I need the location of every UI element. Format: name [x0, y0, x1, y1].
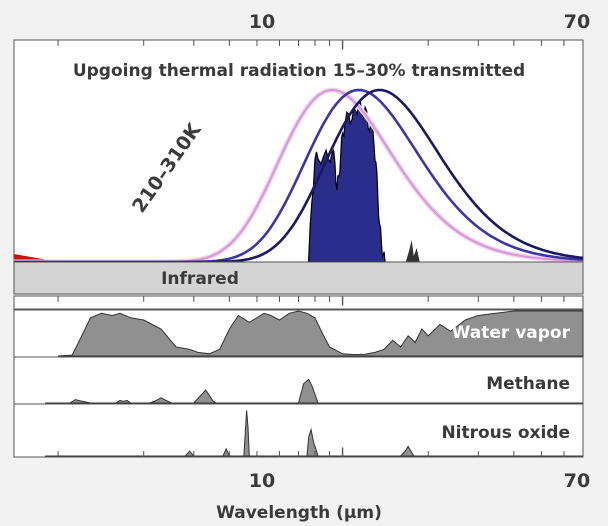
water-vapor-absorption-area: [58, 310, 584, 357]
bottom-tick-label-10: 10: [249, 470, 275, 492]
thermal-panel: Upgoing thermal radiation 15–30% transmi…: [13, 39, 584, 265]
x-axis-label: Wavelength (µm): [216, 503, 382, 523]
methane-panel-bg: [13, 356, 584, 405]
infrared-band-bg: [13, 261, 584, 295]
infrared-band: Infrared: [13, 261, 584, 295]
thermal-panel-bg: [13, 39, 584, 263]
thermal-title: Upgoing thermal radiation 15–30% transmi…: [73, 61, 525, 81]
bottom-tick-label-70: 70: [564, 470, 590, 492]
nitrous-oxide-label: Nitrous oxide: [441, 423, 570, 443]
transmitted-spike: [405, 240, 420, 262]
middle-axis-ticks: [57, 296, 565, 306]
top-tick-label-70: 70: [564, 11, 590, 33]
bottom-axis-ticks: [57, 447, 565, 457]
transmitted-radiation-area: [308, 100, 386, 263]
top-axis-ticks: [57, 40, 565, 50]
water-vapor-panel: Water vapor: [13, 295, 584, 358]
methane-panel: Methane: [13, 356, 584, 405]
water-vapor-label: Water vapor: [452, 323, 571, 343]
methane-absorption-area: [45, 378, 583, 404]
methane-label: Methane: [486, 374, 570, 394]
top-tick-label-10: 10: [249, 11, 275, 33]
infrared-label: Infrared: [161, 269, 239, 289]
nitrous-oxide-absorption-area: [45, 410, 583, 457]
nitrous-oxide-panel: Nitrous oxide: [13, 403, 584, 458]
nitrous-oxide-panel-bg: [13, 403, 584, 458]
